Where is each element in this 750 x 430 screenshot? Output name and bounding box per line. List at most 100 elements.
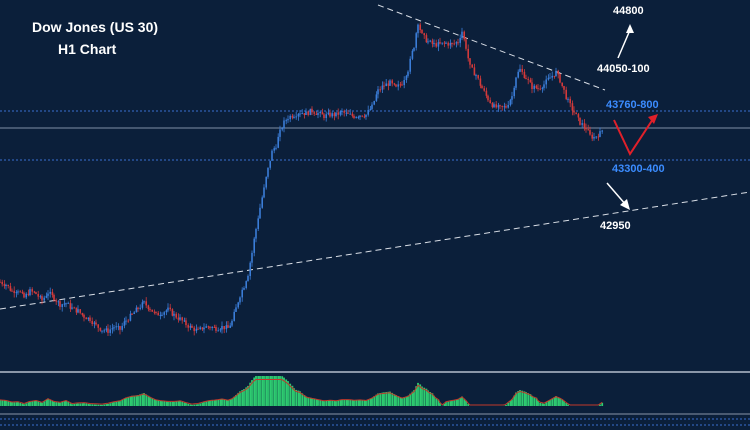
histogram-bar	[279, 376, 281, 406]
histogram-bar	[151, 398, 154, 406]
histogram-bar	[7, 401, 10, 406]
histogram-bar	[397, 396, 400, 406]
histogram-bar	[383, 392, 385, 406]
candle-body	[551, 75, 553, 78]
histogram-bar	[39, 402, 42, 406]
histogram-bar	[155, 400, 157, 406]
histogram-bar	[205, 401, 208, 406]
histogram-bar	[331, 400, 334, 406]
histogram-bar	[269, 376, 272, 406]
histogram-bar	[153, 399, 156, 406]
histogram-bar	[161, 401, 163, 407]
candle-body	[53, 295, 55, 301]
histogram-bar	[69, 403, 72, 406]
histogram-bar	[157, 400, 160, 406]
candle-body	[323, 114, 325, 118]
histogram-bar	[219, 399, 222, 406]
histogram-bar	[451, 400, 453, 406]
candle-body	[353, 115, 355, 118]
candle-body	[563, 86, 565, 90]
histogram-bar	[35, 400, 37, 406]
candle-body	[3, 284, 6, 286]
histogram-bar	[249, 382, 252, 406]
candle-body	[225, 325, 228, 330]
candle-body	[439, 42, 441, 44]
candle-body	[19, 291, 21, 293]
candle-body	[429, 40, 431, 42]
histogram-bar	[313, 398, 316, 406]
candle-body	[489, 100, 491, 103]
candle-body	[485, 90, 488, 96]
histogram-bar	[91, 404, 94, 406]
candle-body	[25, 293, 27, 298]
histogram-bar	[241, 390, 244, 406]
histogram-bar	[15, 402, 18, 406]
candle-body	[241, 289, 243, 298]
histogram-bar	[559, 398, 561, 406]
histogram-bar	[237, 392, 240, 406]
candle-body	[463, 31, 465, 40]
histogram-bar	[77, 403, 79, 406]
candle-body	[509, 99, 512, 105]
candle-body	[453, 43, 455, 45]
candle-body	[13, 290, 15, 293]
candle-body	[315, 113, 318, 115]
histogram-bar	[315, 399, 318, 406]
histogram-bar	[395, 395, 397, 406]
histogram-bar	[267, 376, 269, 406]
candle-body	[269, 160, 271, 168]
histogram-bar	[215, 400, 217, 406]
candle-body	[245, 281, 247, 288]
candle-body	[205, 326, 207, 328]
candle-body	[145, 301, 147, 306]
histogram-bar	[411, 391, 414, 406]
histogram-bar	[409, 393, 412, 406]
candle-body	[191, 325, 193, 328]
histogram-bar	[199, 403, 202, 406]
histogram-bar	[119, 401, 121, 407]
histogram-bar	[387, 391, 390, 406]
histogram-bar	[563, 401, 565, 406]
histogram-bar	[217, 399, 220, 406]
histogram-bar	[391, 392, 394, 406]
candle-body	[239, 297, 241, 303]
histogram-bar	[375, 394, 378, 406]
candle-body	[119, 326, 121, 330]
histogram-bar	[435, 398, 438, 406]
candle-body	[433, 43, 435, 45]
candle-body	[149, 309, 151, 311]
candle-body	[81, 313, 84, 315]
histogram-bar	[337, 400, 340, 406]
candle-body	[235, 307, 237, 312]
histogram-bar	[325, 400, 328, 406]
histogram-bar	[459, 397, 462, 406]
candle-body	[177, 317, 180, 320]
candle-body	[271, 150, 273, 161]
histogram-bar	[193, 404, 196, 406]
candle-body	[21, 291, 24, 294]
histogram-bar	[453, 400, 456, 406]
histogram-bar	[97, 404, 100, 406]
histogram-bar	[133, 395, 136, 406]
histogram-bar	[93, 404, 96, 406]
histogram-bar	[417, 382, 419, 406]
histogram-bar	[165, 401, 168, 406]
candle-body	[547, 77, 550, 80]
histogram-bar	[175, 401, 178, 406]
histogram-bar	[253, 377, 256, 406]
candle-body	[143, 301, 145, 303]
histogram-bar	[123, 398, 126, 406]
candle-body	[497, 105, 500, 108]
histogram-bar	[109, 403, 112, 406]
histogram-bar	[425, 388, 428, 406]
histogram-bar	[181, 401, 184, 406]
histogram-bar	[243, 389, 245, 406]
red-projection-arrow-icon	[613, 114, 658, 157]
histogram-bar	[529, 394, 532, 406]
candle-body	[111, 328, 114, 330]
candle-body	[481, 85, 483, 89]
candle-body	[335, 112, 337, 117]
candle-body	[125, 320, 127, 322]
arrow-up-icon	[617, 24, 634, 59]
candle-body	[537, 88, 539, 90]
